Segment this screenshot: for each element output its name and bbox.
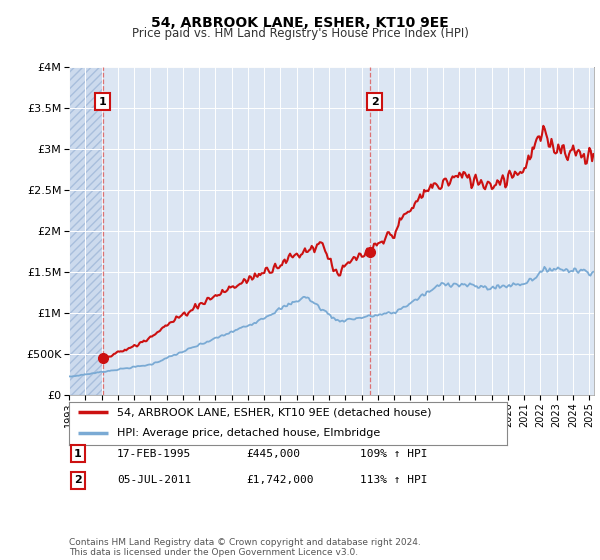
Text: £445,000: £445,000 bbox=[246, 449, 300, 459]
Text: 2: 2 bbox=[371, 96, 379, 106]
Text: 1: 1 bbox=[74, 449, 82, 459]
Text: 17-FEB-1995: 17-FEB-1995 bbox=[117, 449, 191, 459]
Text: HPI: Average price, detached house, Elmbridge: HPI: Average price, detached house, Elmb… bbox=[117, 428, 380, 438]
Text: £1,742,000: £1,742,000 bbox=[246, 475, 314, 486]
Text: Contains HM Land Registry data © Crown copyright and database right 2024.
This d: Contains HM Land Registry data © Crown c… bbox=[69, 538, 421, 557]
Text: 54, ARBROOK LANE, ESHER, KT10 9EE: 54, ARBROOK LANE, ESHER, KT10 9EE bbox=[151, 16, 449, 30]
Text: 1: 1 bbox=[99, 96, 107, 106]
Text: Price paid vs. HM Land Registry's House Price Index (HPI): Price paid vs. HM Land Registry's House … bbox=[131, 27, 469, 40]
Text: 05-JUL-2011: 05-JUL-2011 bbox=[117, 475, 191, 486]
Text: 54, ARBROOK LANE, ESHER, KT10 9EE (detached house): 54, ARBROOK LANE, ESHER, KT10 9EE (detac… bbox=[117, 408, 431, 417]
Text: 2: 2 bbox=[74, 475, 82, 486]
Text: 109% ↑ HPI: 109% ↑ HPI bbox=[360, 449, 427, 459]
Bar bbox=[69, 67, 103, 395]
Text: 113% ↑ HPI: 113% ↑ HPI bbox=[360, 475, 427, 486]
